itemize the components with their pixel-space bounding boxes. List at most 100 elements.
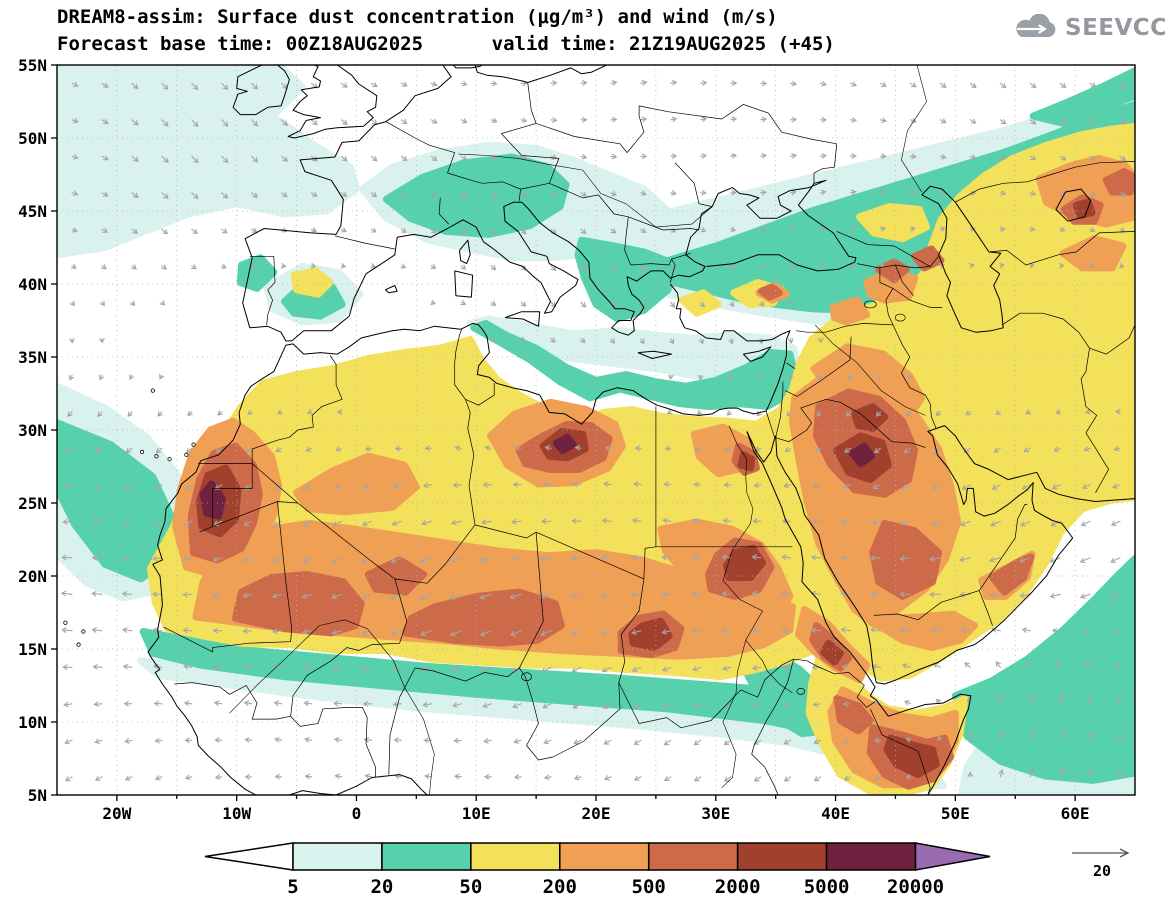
country-border [219,685,262,720]
dust-contour-region [628,617,673,651]
coastline [921,185,1004,333]
y-tick-label: 20N [18,567,47,586]
dust-contour-region [678,289,722,317]
country-border [775,381,784,438]
coastline [742,346,772,362]
y-tick-label: 5N [28,786,47,805]
colorbar-label: 2000 [715,876,761,898]
logo-text: SEEVCCC [1065,15,1165,41]
country-border [251,463,299,504]
island [167,457,172,462]
colorbar-segment [736,842,828,871]
y-tick-label: 45N [18,202,47,221]
country-border [892,324,937,429]
coastline [147,283,791,795]
lake [796,687,806,695]
country-border [394,524,476,584]
colorbar-segment [647,842,739,871]
dust-contour-region [553,433,577,454]
graticule [57,65,1135,795]
x-tick-label: 10W [222,804,251,823]
coastline [289,774,428,795]
country-border [251,355,343,464]
country-border [334,235,395,250]
y-tick-label: 40N [18,275,47,294]
country-border [552,682,621,758]
river [722,425,763,641]
colorbar-right-arrow [914,842,991,871]
figure-subtitle: Forecast base time: 00Z18AUG2025 valid t… [57,33,835,55]
dust-contour-region [829,296,871,326]
dust-contour-region [402,588,565,647]
coastline [637,350,672,359]
country-border [535,531,645,580]
river [229,619,435,795]
x-tick-label: 40E [821,804,850,823]
country-border [895,264,914,296]
country-border [628,216,700,231]
colorbar-label: 20 [370,876,393,898]
dust-contour-region [723,544,766,581]
coastline [459,239,471,265]
y-tick-label: 35N [18,348,47,367]
country-border [1080,348,1098,434]
dust-contour-region [466,315,801,387]
y-tick-label: 50N [18,129,47,148]
dust-contour-region [1072,198,1096,219]
country-border [624,216,632,266]
dust-contour-region [833,695,874,735]
wind-arrows [60,80,1127,782]
dust-contour-region [236,254,278,292]
x-tick-label: 30E [701,804,730,823]
country-border [820,336,852,381]
country-border [774,398,827,443]
dust-contour-region [293,452,420,516]
country-border [163,501,293,653]
seevccc-logo: SEEVCCC [1012,14,1165,42]
colorbar-segment [559,842,650,871]
lake [521,672,532,682]
cloud-icon [1016,14,1056,37]
dust-contour-region [810,343,926,419]
dust-contour-region [290,267,334,298]
country-border [885,288,894,326]
lake [863,300,877,309]
dust-contour-region [232,571,365,637]
coastline [453,65,483,69]
coastline [746,431,972,795]
country-border [979,504,1028,591]
island [76,642,81,647]
x-tick-label: 10E [462,804,491,823]
dust-contour-region [820,639,844,666]
country-border [765,410,775,438]
country-border [618,658,794,729]
wind-reference-arrow [1072,848,1130,858]
dust-contour-region [851,403,889,432]
dust-contour-region [951,555,1135,784]
country-border [465,399,476,525]
wind-reference-label: 20 [1092,862,1112,880]
country-border [249,255,276,325]
dust-contour-region [470,319,799,411]
coastline [1055,188,1092,222]
country-border [795,323,894,333]
colorbar-label: 20000 [887,876,944,898]
x-tick-label: 20E [582,804,611,823]
country-border [549,182,629,218]
country-border [618,578,645,683]
island [81,629,86,634]
country-border [518,532,544,677]
coastline [287,65,378,139]
y-tick-label: 10N [18,713,47,732]
colorbar-label: 5000 [804,876,850,898]
colorbar-label: 5 [287,876,298,898]
country-border [524,676,553,761]
country-border [527,82,628,153]
country-border [290,707,376,778]
country-border [518,189,521,201]
dust-fill-layer [57,65,1135,795]
x-tick-label: 0 [352,804,362,823]
country-border [873,590,980,621]
dust-contour-region [869,519,943,600]
